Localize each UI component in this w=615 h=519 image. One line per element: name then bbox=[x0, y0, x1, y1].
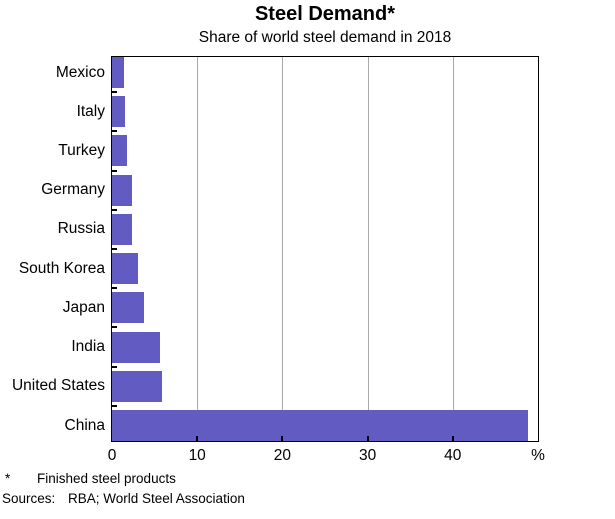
footnote-asterisk: * bbox=[5, 471, 11, 486]
category-label-china: China bbox=[64, 416, 106, 434]
category-label-united-states: United States bbox=[11, 377, 105, 395]
category-tick bbox=[112, 326, 117, 329]
plot-area bbox=[111, 56, 539, 442]
bar-japan bbox=[112, 292, 144, 324]
bar-italy bbox=[112, 96, 125, 128]
bar-mexico bbox=[112, 57, 124, 88]
title-block: Steel Demand* Share of world steel deman… bbox=[111, 2, 539, 48]
category-label-russia: Russia bbox=[57, 220, 105, 238]
sources-label: Sources: bbox=[2, 491, 56, 506]
category-tick bbox=[112, 130, 117, 133]
value-tick-label-0: 0 bbox=[107, 447, 117, 464]
bar-south-korea bbox=[112, 253, 139, 285]
category-tick bbox=[112, 248, 117, 250]
category-label-turkey: Turkey bbox=[58, 141, 105, 159]
bar-united-states bbox=[112, 370, 163, 402]
value-tick-20 bbox=[281, 436, 284, 441]
gridline-40 bbox=[452, 57, 454, 441]
bar-russia bbox=[112, 213, 133, 245]
gridline-20 bbox=[282, 57, 284, 441]
category-label-germany: Germany bbox=[41, 181, 105, 199]
category-label-india: India bbox=[71, 338, 105, 356]
gridline-30 bbox=[367, 57, 369, 441]
bar-turkey bbox=[112, 135, 128, 167]
category-axis-labels: Mexico Italy Turkey Germany Russia South Kore… bbox=[0, 0, 105, 519]
category-tick bbox=[112, 208, 117, 211]
category-tick bbox=[112, 404, 117, 407]
bar-germany bbox=[112, 174, 133, 206]
bar-china bbox=[112, 410, 528, 441]
value-tick-10 bbox=[196, 436, 199, 441]
category-label-italy: Italy bbox=[76, 102, 105, 120]
category-label-south-korea: South Korea bbox=[18, 259, 105, 277]
category-tick bbox=[112, 91, 117, 94]
value-tick-40 bbox=[451, 436, 454, 441]
unit-label-percent: % bbox=[531, 447, 545, 464]
category-label-japan: Japan bbox=[62, 298, 105, 316]
value-tick-label-40: 40 bbox=[444, 447, 462, 464]
value-tick-label-20: 20 bbox=[273, 447, 292, 464]
value-tick-label-10: 10 bbox=[188, 447, 206, 464]
gridline-10 bbox=[197, 57, 199, 441]
value-tick-30 bbox=[366, 436, 369, 441]
footnote-text: Finished steel products bbox=[37, 471, 176, 486]
sources-text: RBA; World Steel Association bbox=[68, 491, 245, 506]
chart-subtitle: Share of world steel demand in 2018 bbox=[198, 29, 452, 46]
value-tick-label-30: 30 bbox=[358, 447, 377, 464]
category-label-mexico: Mexico bbox=[55, 63, 105, 81]
category-tick bbox=[112, 169, 117, 172]
chart-title: Steel Demand* bbox=[254, 3, 396, 25]
bar-india bbox=[112, 331, 160, 363]
category-tick bbox=[112, 365, 117, 368]
category-tick bbox=[112, 287, 117, 290]
